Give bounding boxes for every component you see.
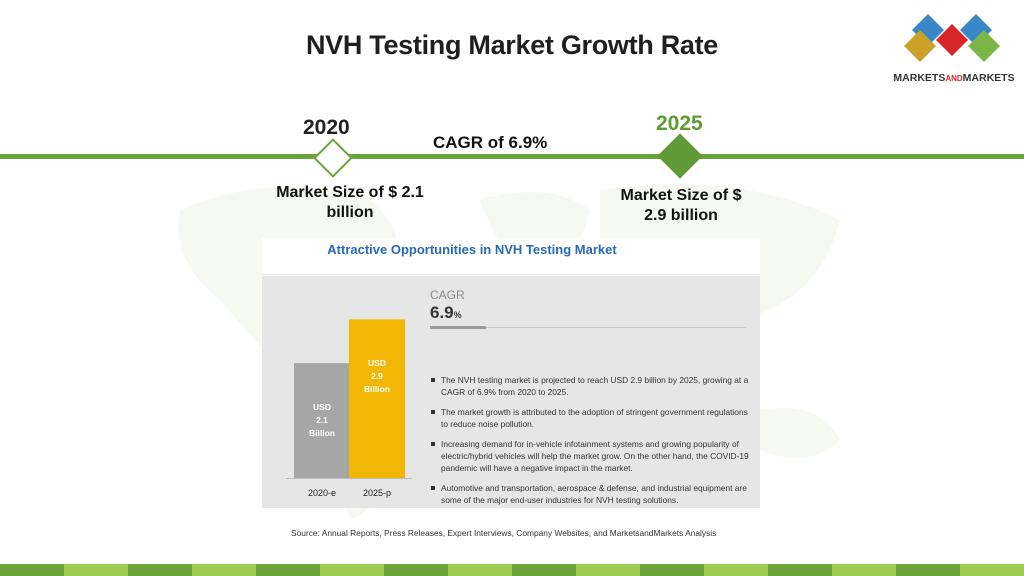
panel-title: Attractive Opportunities in NVH Testing …	[327, 242, 617, 257]
bullet-item: The market growth is attributed to the a…	[430, 406, 750, 431]
start-market-size: Market Size of $ 2.1 billion	[276, 184, 424, 221]
timeline-end-marker	[657, 133, 703, 179]
footer-segment	[576, 564, 640, 576]
footer-segment	[0, 564, 64, 576]
bar-value-label: USD 2.9 Billion	[364, 358, 390, 395]
market-size-bar-chart	[286, 319, 412, 479]
footer-segment	[832, 564, 896, 576]
footer-segment	[192, 564, 256, 576]
footer-segment	[960, 564, 1024, 576]
footer-segment	[256, 564, 320, 576]
footer-segment	[512, 564, 576, 576]
panel-cagr-value: 6.9%	[430, 303, 462, 322]
bullet-list: The NVH testing market is projected to r…	[430, 374, 750, 514]
bullet-item: Increasing demand for in-vehicle infotai…	[430, 438, 750, 475]
category-label: 2020-e	[307, 488, 337, 498]
cagr-label: CAGR of 6.9%	[433, 133, 548, 152]
logo-diamonds-icon	[904, 14, 1000, 62]
footer-segment	[320, 564, 384, 576]
panel-cagr-label: CAGR	[430, 288, 465, 302]
panel-header: Attractive Opportunities in NVH Testing …	[262, 238, 760, 274]
logo-text: MARKETSANDMARKETS	[893, 72, 1015, 84]
chart-bar-2025-p	[349, 319, 405, 478]
bullet-item: Automotive and transportation, aerospace…	[430, 482, 750, 507]
chart-bar-2020-e	[294, 363, 350, 478]
timeline-line	[0, 154, 1024, 159]
footer-stripe	[0, 564, 1024, 576]
cagr-divider	[486, 327, 746, 328]
end-market-size: Market Size of $ 2.9 billion	[620, 187, 742, 224]
footer-segment	[640, 564, 704, 576]
cagr-underline	[430, 326, 486, 329]
start-year: 2020	[303, 116, 350, 139]
source-note: Source: Annual Reports, Press Releases, …	[291, 528, 717, 538]
opportunities-panel: Attractive Opportunities in NVH Testing …	[262, 238, 760, 508]
brand-logo: MARKETSANDMARKETS	[884, 6, 1020, 90]
footer-segment	[896, 564, 960, 576]
footer-segment	[768, 564, 832, 576]
bar-value-label: USD 2.1 Billion	[309, 402, 335, 439]
footer-segment	[448, 564, 512, 576]
bullet-item: The NVH testing market is projected to r…	[430, 374, 750, 399]
end-year: 2025	[656, 112, 703, 135]
footer-segment	[128, 564, 192, 576]
footer-segment	[704, 564, 768, 576]
page-title: NVH Testing Market Growth Rate	[305, 30, 719, 60]
footer-segment	[64, 564, 128, 576]
footer-segment	[384, 564, 448, 576]
category-label: 2025-p	[362, 488, 392, 498]
timeline-start-marker	[313, 138, 353, 178]
